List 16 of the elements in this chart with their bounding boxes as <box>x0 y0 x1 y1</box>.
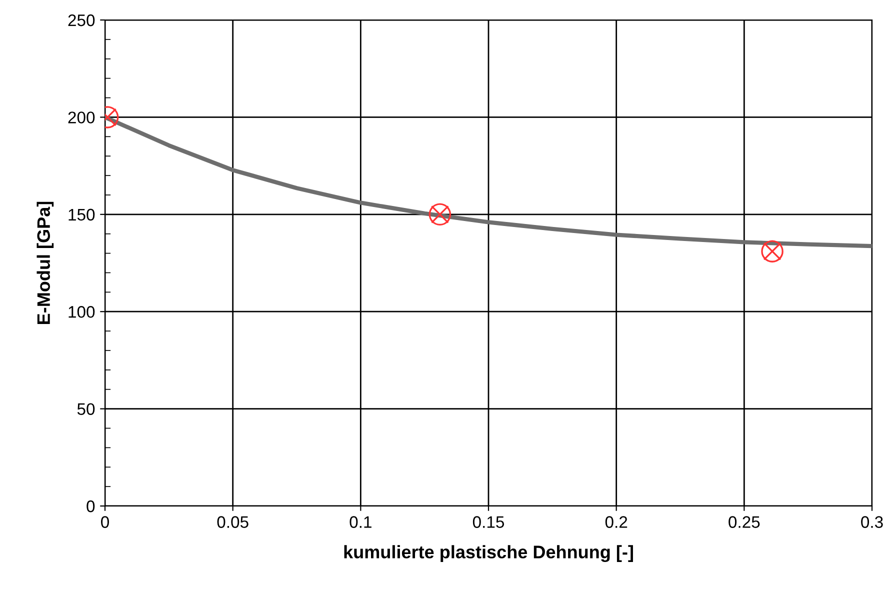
y-tick-label: 200 <box>68 112 95 124</box>
y-tick-label: 50 <box>77 403 95 416</box>
y-tick-label: 0 <box>86 500 95 512</box>
x-tick-label: 0.3 <box>861 516 883 528</box>
x-tick-label: 0.15 <box>472 516 504 528</box>
x-tick-label: 0 <box>101 516 109 528</box>
x-tick-label: 0.2 <box>605 516 628 528</box>
y-axis-title: E-Modul [GPa] <box>36 202 54 324</box>
y-tick-label: 250 <box>68 14 95 26</box>
x-tick-label: 0.25 <box>728 516 760 528</box>
x-axis-title: kumulierte plastische Dehnung [-] <box>344 545 633 562</box>
point <box>761 240 784 262</box>
x-tick-label: 0.1 <box>350 516 372 528</box>
y-tick-label: 150 <box>68 208 95 221</box>
x-tick-label: 0.05 <box>217 516 248 528</box>
y-tick-label: 100 <box>68 306 95 318</box>
